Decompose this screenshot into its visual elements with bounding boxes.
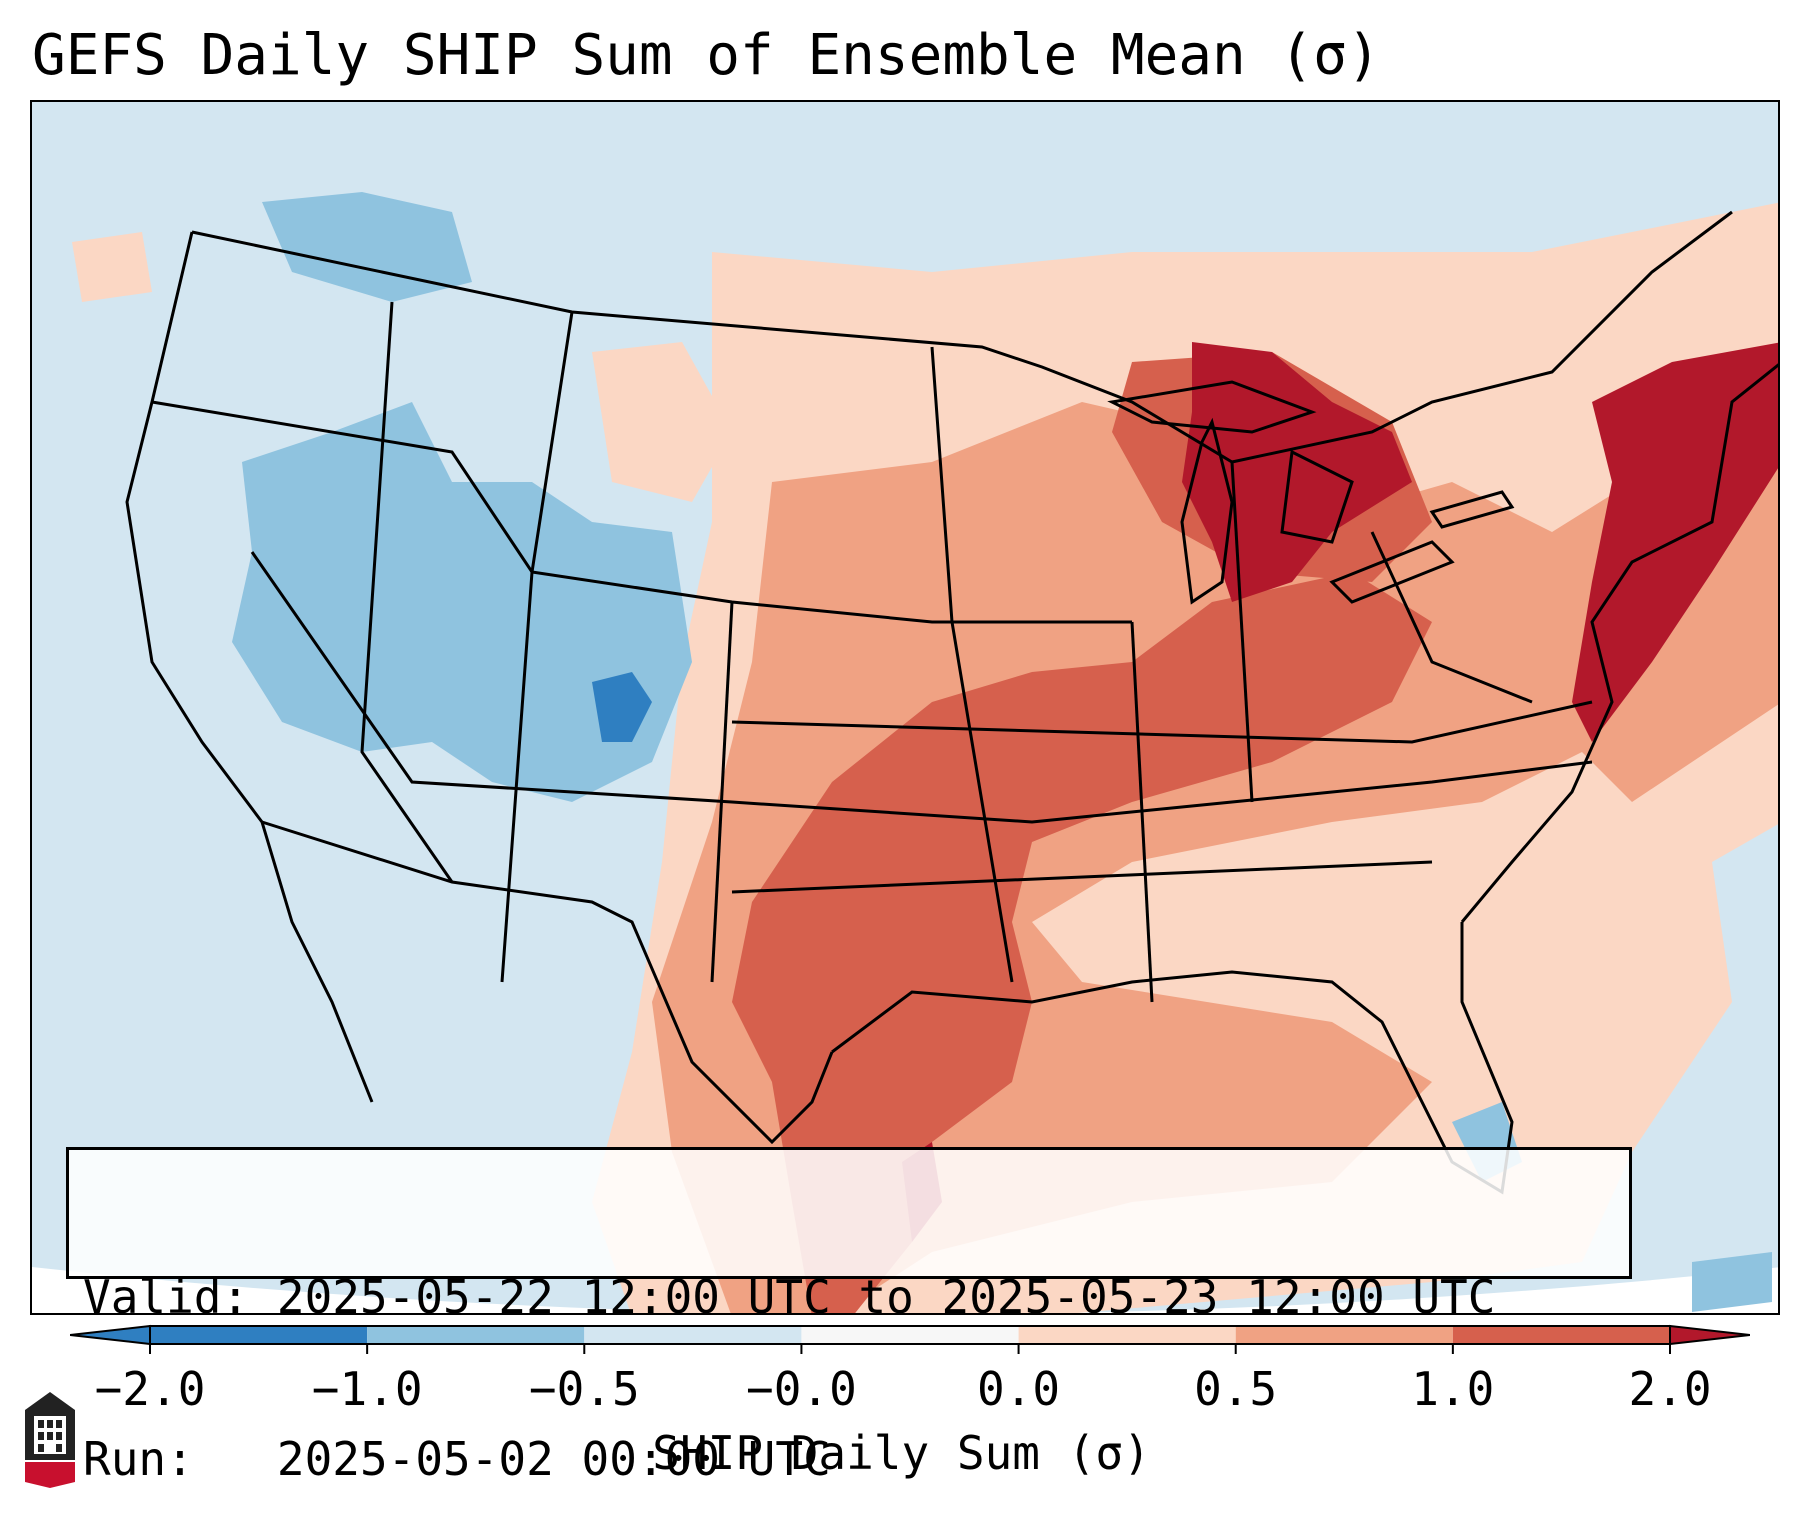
state-line-10 xyxy=(1230,461,1254,803)
anomaly-max-positive-lakes xyxy=(1182,342,1412,602)
run-line: Run: 2025-05-02 00:00 UTC xyxy=(83,1432,1629,1486)
colorbar-segments xyxy=(70,1324,1750,1354)
colorbar-tick-label: 0.0 xyxy=(977,1362,1061,1416)
valid-line: Valid: 2025-05-22 12:00 UTC to 2025-05-2… xyxy=(83,1270,1629,1324)
state-line-1 xyxy=(151,400,1132,624)
state-line-4 xyxy=(500,311,574,983)
anomaly-weak-negative xyxy=(232,402,692,802)
west-coast xyxy=(125,231,374,1103)
chart-title: GEFS Daily SHIP Sum of Ensemble Mean (σ) xyxy=(32,23,1381,88)
state-line-8 xyxy=(731,700,1593,744)
colorbar-segment xyxy=(150,1326,368,1344)
colorbar-tick-label: −0.0 xyxy=(746,1362,857,1416)
mexico-border xyxy=(261,820,834,1145)
east-coast xyxy=(1460,363,1778,923)
anomaly-weak-positive-west xyxy=(592,342,732,502)
state-line-3 xyxy=(360,301,454,883)
colorbar-segment xyxy=(1452,1326,1670,1344)
anomaly-map xyxy=(32,102,1778,1313)
state-line-7 xyxy=(1130,621,1154,1003)
anomaly-weak-negative-nw xyxy=(262,192,472,302)
colorbar-segment xyxy=(1235,1326,1453,1344)
run-text: 2025-05-02 00:00 UTC xyxy=(276,1432,831,1486)
state-line-5 xyxy=(710,601,734,983)
lake-superior xyxy=(1107,380,1317,434)
boundaries xyxy=(125,210,1778,1195)
anomaly-strong-positive xyxy=(732,572,1432,1313)
state-line-2 xyxy=(250,551,1593,824)
colorbar-tick-label: −0.5 xyxy=(528,1362,640,1416)
state-line-11 xyxy=(1370,531,1533,704)
colorbar-segment xyxy=(1018,1326,1236,1344)
colorbar-segment xyxy=(367,1326,585,1344)
lake-ontario xyxy=(1429,490,1515,529)
state-line-6 xyxy=(930,346,1014,983)
colorbar xyxy=(70,1324,1750,1354)
valid-text: 2025-05-22 12:00 UTC to 2025-05-23 12:00… xyxy=(276,1270,1496,1324)
valid-info-box: Valid: 2025-05-22 12:00 UTC to 2025-05-2… xyxy=(66,1147,1632,1486)
anomaly-weak-negative-cuba xyxy=(1692,1252,1772,1312)
anomaly-strong-negative xyxy=(592,672,652,742)
domain-edge xyxy=(32,1267,1778,1313)
gulf-coast xyxy=(831,922,1514,1195)
valid-label: Valid: xyxy=(83,1270,250,1324)
colorbar-segment xyxy=(801,1326,1019,1344)
lake-huron xyxy=(1280,449,1354,544)
colorbar-extend-high xyxy=(1669,1324,1750,1346)
colorbar-tick-label: 0.5 xyxy=(1194,1362,1278,1416)
colorbar-tick-label: 2.0 xyxy=(1628,1362,1712,1416)
niu-logo xyxy=(25,1392,75,1488)
state-line-9 xyxy=(731,860,1433,894)
map-panel xyxy=(30,100,1780,1315)
colorbar-extend-low xyxy=(70,1324,151,1346)
anomaly-weak-positive-nw xyxy=(72,232,152,302)
colorbar-tick-label: 1.0 xyxy=(1411,1362,1495,1416)
colorbar-tick-label: −1.0 xyxy=(311,1362,423,1416)
colorbar-frame xyxy=(149,1325,1671,1345)
lake-michigan xyxy=(1180,417,1234,605)
colorbar-segment xyxy=(584,1326,802,1344)
lake-erie xyxy=(1329,540,1455,604)
colorbar-tick-label: −2.0 xyxy=(94,1362,206,1416)
run-label: Run: xyxy=(83,1432,194,1486)
colorbar-label: SHIP Daily Sum (σ) xyxy=(652,1426,1151,1480)
